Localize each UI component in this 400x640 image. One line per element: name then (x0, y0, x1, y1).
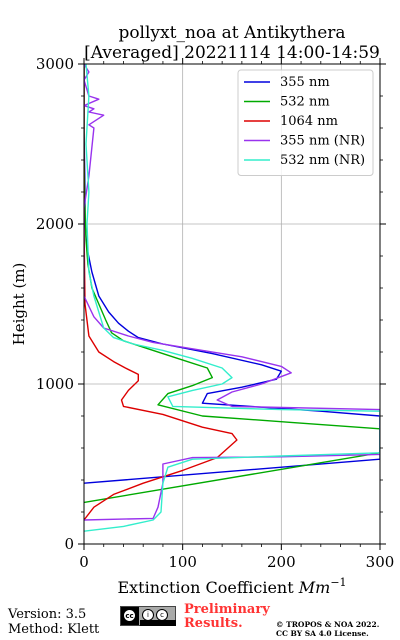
x-tick-label: 300 (366, 553, 395, 571)
x-axis-label-sup: −1 (330, 576, 346, 589)
x-axis-label-main: Extinction Coefficient (117, 578, 298, 597)
legend-label-1064-nm: 1064 nm (280, 114, 338, 129)
plot-frame (83, 63, 381, 545)
version-text: Version: 3.5 (8, 607, 87, 622)
copyright-notice: © TROPOS & NOA 2022. CC BY SA 4.0 Licens… (276, 620, 379, 638)
legend: 355 nm 532 nm 1064 nm 355 nm (NR) 532 nm (NR… (237, 69, 374, 176)
x-tick-label: 100 (168, 553, 197, 571)
y-tick-label: 1000 (36, 375, 74, 393)
y-tick-label: 3000 (36, 55, 74, 73)
cc-by-sa-icon: cc i c (120, 606, 176, 626)
series-line-532-nm (84, 64, 380, 504)
x-tick-label: 0 (79, 553, 89, 571)
x-axis-label-unit: Mm (298, 578, 331, 597)
series-group (84, 64, 380, 532)
copyright-line-2: CC BY SA 4.0 License. (276, 629, 369, 638)
legend-label-355-nm-nr: 355 nm (NR) (280, 134, 365, 149)
legend-label-355-nm: 355 nm (280, 75, 330, 90)
chart-subtitle: [Averaged] 20221114 14:00-14:59 (84, 43, 380, 63)
chart: pollyxt_noa at Antikythera [Averaged] 20… (10, 23, 395, 597)
copyright-line-1: © TROPOS & NOA 2022. (276, 620, 380, 629)
preliminary-notice: Preliminary Results. (184, 603, 270, 631)
series-line-1064-nm (84, 64, 238, 521)
y-tick-label: 2000 (36, 215, 74, 233)
method-text: Method: Klett (8, 622, 100, 637)
preliminary-line-2: Results. (184, 616, 243, 631)
preliminary-line-1: Preliminary (184, 602, 270, 617)
legend-label-532-nm: 532 nm (280, 95, 330, 110)
x-axis-label: Extinction Coefficient Mm−1 (117, 576, 346, 597)
y-tick-label: 0 (64, 535, 74, 553)
x-tick-label: 200 (267, 553, 296, 571)
series-line-532-nm-nr (84, 64, 380, 532)
chart-title: pollyxt_noa at Antikythera (118, 23, 345, 43)
legend-label-532-nm-nr: 532 nm (NR) (280, 153, 365, 168)
legend-box (237, 69, 374, 176)
y-axis-label: Height (m) (10, 263, 28, 346)
